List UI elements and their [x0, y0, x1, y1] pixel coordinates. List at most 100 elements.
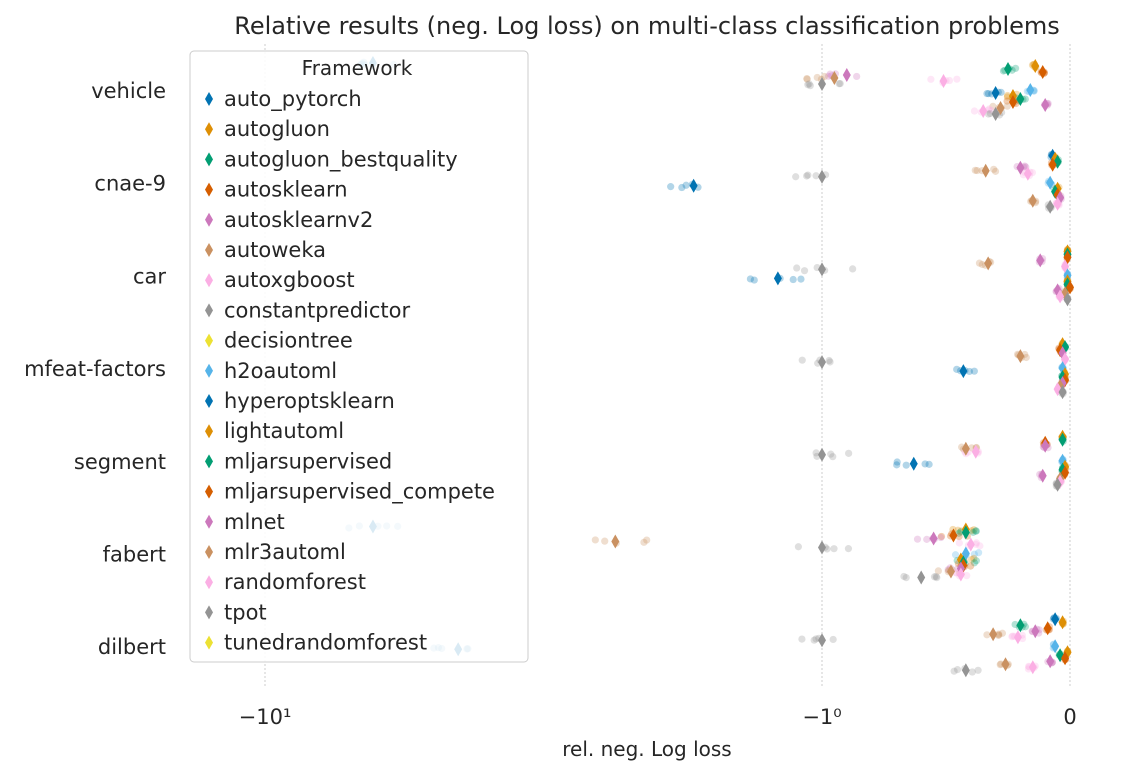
data-point	[991, 167, 1000, 175]
data-point	[972, 540, 980, 548]
data-point	[667, 183, 675, 191]
y-tick-label: fabert	[103, 543, 166, 567]
y-tick-label: cnae-9	[94, 172, 166, 196]
data-point	[1003, 97, 1011, 105]
legend-item: autosklearn	[205, 178, 348, 202]
data-point	[804, 81, 812, 89]
data-point	[921, 460, 929, 468]
data-point	[951, 551, 960, 559]
median-marker	[1038, 468, 1047, 483]
data-point	[746, 275, 755, 283]
x-axis-label: rel. neg. Log loss	[562, 737, 731, 761]
data-point	[829, 453, 837, 461]
data-point	[1003, 93, 1012, 101]
median-marker	[981, 163, 990, 178]
legend-items: auto_pytorch autogluon autogluon_bestquali…	[205, 87, 495, 655]
data-point	[826, 358, 834, 366]
median-marker	[961, 525, 970, 540]
data-point	[601, 537, 609, 545]
legend-marker	[205, 273, 213, 288]
data-point	[1011, 620, 1019, 629]
x-tick-label: −10¹	[239, 705, 292, 729]
median-marker	[1016, 160, 1025, 175]
data-point	[972, 527, 980, 535]
data-point	[990, 165, 998, 173]
data-point	[640, 538, 648, 546]
median-marker	[909, 456, 918, 471]
legend-marker	[205, 212, 213, 227]
data-point	[804, 171, 812, 179]
legend-marker	[205, 454, 213, 469]
median-marker	[939, 74, 948, 88]
legend-item: mlnet	[205, 510, 285, 534]
median-marker	[1061, 651, 1070, 666]
data-point	[932, 573, 940, 581]
legend-item: autoxgboost	[205, 268, 355, 292]
legend-label: autoxgboost	[224, 268, 355, 292]
data-point	[591, 536, 599, 544]
data-point	[970, 526, 978, 534]
y-tick-label: dilbert	[98, 635, 166, 659]
y-tick-labels: vehicle cnae-9 car mfeat-factors segment fabe…	[24, 79, 166, 659]
data-point	[800, 267, 809, 275]
median-marker	[1001, 657, 1010, 672]
data-point	[893, 458, 901, 466]
legend-label: autosklearn	[224, 178, 348, 202]
legend-marker	[205, 605, 213, 620]
median-marker	[996, 101, 1005, 115]
data-point	[954, 526, 962, 534]
legend-marker	[205, 424, 213, 439]
legend: Framework auto_pytorch autogluon autogluon…	[189, 50, 529, 663]
median-marker	[1008, 95, 1017, 109]
data-point	[969, 528, 977, 536]
data-point	[933, 574, 941, 582]
median-marker	[1053, 477, 1062, 492]
median-marker	[1038, 65, 1047, 79]
median-marker	[1028, 660, 1037, 675]
median-marker	[818, 169, 826, 184]
data-point	[998, 629, 1007, 637]
data-point	[824, 72, 833, 80]
legend-box	[189, 50, 529, 663]
data-point	[974, 666, 982, 674]
data-point	[812, 172, 820, 180]
data-point	[750, 276, 758, 284]
y-tick-label: segment	[74, 450, 166, 474]
data-point	[1008, 633, 1016, 641]
legend-item: randomforest	[205, 570, 366, 594]
data-point	[953, 666, 962, 674]
median-marker	[818, 540, 826, 555]
median-marker	[1051, 612, 1060, 627]
data-point	[853, 72, 861, 81]
median-marker	[989, 627, 998, 642]
legend-label: autogluon	[224, 117, 330, 141]
data-point	[913, 535, 922, 543]
legend-item: constantpredictor	[205, 298, 411, 322]
median-marker	[929, 531, 938, 546]
data-point	[825, 356, 833, 365]
data-point	[970, 554, 978, 562]
data-point	[806, 82, 814, 90]
median-marker	[1043, 621, 1052, 636]
median-marker	[959, 364, 968, 379]
median-marker	[1058, 615, 1067, 630]
data-point	[983, 631, 991, 639]
data-point	[971, 166, 979, 174]
median-marker	[1023, 166, 1032, 181]
data-point	[978, 260, 986, 269]
median-marker	[991, 86, 1000, 100]
median-marker	[961, 663, 970, 678]
median-marker	[1016, 349, 1025, 364]
data-point	[955, 539, 963, 547]
data-point	[902, 573, 910, 582]
legend-item: mljarsupervised_compete	[205, 480, 495, 505]
chart-title: Relative results (neg. Log loss) on mult…	[234, 12, 1060, 40]
legend-item: h2oautoml	[205, 359, 337, 383]
data-point	[970, 107, 979, 115]
data-point	[793, 264, 801, 272]
legend-label: auto_pytorch	[224, 87, 362, 112]
legend-marker	[205, 575, 213, 590]
data-point	[794, 543, 802, 551]
legend-item: autosklearnv2	[205, 208, 373, 232]
median-marker	[991, 107, 1000, 121]
